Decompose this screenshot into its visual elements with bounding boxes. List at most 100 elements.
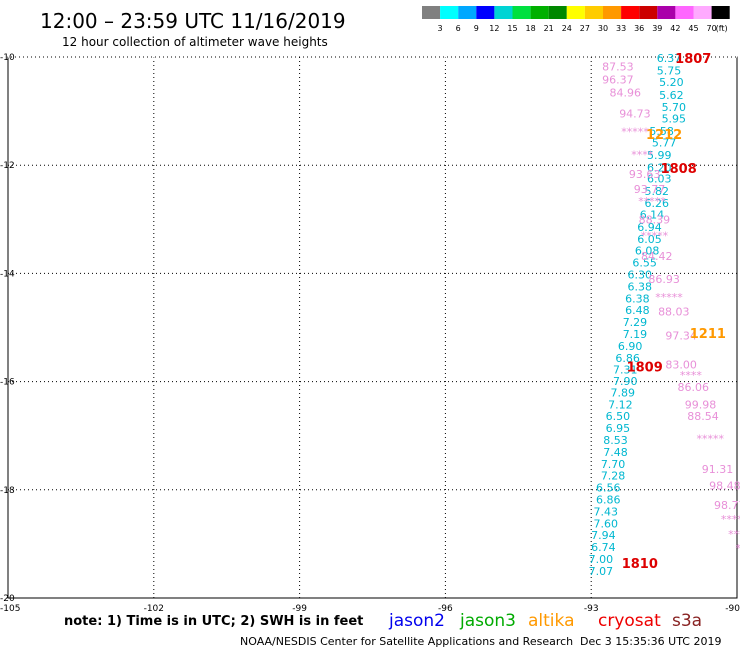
x-tick-label: -93 bbox=[584, 604, 599, 614]
color-scale-label: 45 bbox=[688, 24, 698, 33]
data-point-s3a: 86.93 bbox=[648, 273, 680, 286]
data-point-jason2: 5.75 bbox=[657, 65, 682, 78]
data-point-s3a: ***** bbox=[728, 528, 740, 541]
data-point-s3a: 84.42 bbox=[641, 250, 673, 263]
color-scale-label: 30 bbox=[598, 24, 608, 33]
data-point-s3a: 86.06 bbox=[678, 381, 710, 394]
data-point-s3a: 91.31 bbox=[702, 463, 734, 476]
color-scale-label: 3 bbox=[438, 24, 443, 33]
legend-jason2: jason2 bbox=[388, 611, 445, 631]
data-point-s3a: 96.37 bbox=[602, 74, 634, 87]
data-point-s3a: ***** bbox=[621, 126, 649, 139]
data-point-jason2: 6.14 bbox=[640, 208, 665, 221]
data-point-s3a: 88.03 bbox=[658, 305, 690, 318]
data-point-s3a: 99.98 bbox=[685, 398, 717, 411]
y-tick-label: -20 bbox=[0, 594, 15, 604]
data-point-s3a: 88.54 bbox=[687, 410, 719, 423]
data-point-jason2: 7.48 bbox=[603, 446, 628, 459]
y-tick-label: -12 bbox=[0, 161, 15, 171]
data-points: 6.375.755.205.625.705.955.585.775.996.20… bbox=[589, 52, 740, 578]
data-point-jason2: 5.70 bbox=[662, 101, 687, 114]
color-scale-label: 9 bbox=[474, 24, 479, 33]
legend-s3a: s3a bbox=[672, 611, 702, 631]
color-scale-swatch bbox=[693, 6, 712, 19]
color-scale-swatch bbox=[657, 6, 676, 19]
data-point-s3a: 83.00 bbox=[665, 358, 697, 371]
data-point-jason2: 5.95 bbox=[662, 113, 687, 126]
color-scale-swatch bbox=[458, 6, 477, 19]
x-tick-label: -102 bbox=[144, 604, 164, 614]
data-point-jason2: 7.07 bbox=[589, 565, 614, 578]
data-point-jason2: 7.31 bbox=[613, 364, 638, 377]
color-scale-swatch bbox=[603, 6, 622, 19]
legend-altika: altika bbox=[528, 611, 575, 631]
color-scale-label: 33 bbox=[616, 24, 626, 33]
data-point-s3a: ***** bbox=[641, 230, 669, 243]
color-scale-label: 6 bbox=[456, 24, 461, 33]
data-point-s3a: 94.73 bbox=[619, 107, 651, 120]
data-point-jason2: 5.62 bbox=[659, 89, 684, 102]
color-scale-label: 70 bbox=[707, 24, 717, 33]
data-point-jason2: 5.82 bbox=[645, 185, 670, 198]
pass-time-label: 1211 bbox=[690, 327, 726, 342]
chart-title: 12:00 – 23:59 UTC 11/16/2019 bbox=[40, 9, 346, 33]
pass-time-label: 1810 bbox=[622, 557, 658, 572]
data-point-jason2: 6.03 bbox=[647, 173, 672, 186]
data-point-jason2: 7.19 bbox=[623, 328, 648, 341]
data-point-jason2: 6.50 bbox=[606, 410, 631, 423]
data-point-jason2: 8.53 bbox=[603, 434, 628, 447]
color-scale: 3 6 9 12 15 18 21 24 27 30 33 36 39 42 45 70(ft) bbox=[422, 6, 730, 33]
data-point-jason2: 6.56 bbox=[596, 482, 621, 495]
data-point-s3a: 84.96 bbox=[609, 87, 641, 100]
data-point-jason2: 7.90 bbox=[613, 375, 638, 388]
color-scale-label: 39 bbox=[652, 24, 662, 33]
data-point-jason2: 7.29 bbox=[623, 316, 648, 329]
data-point-s3a: ***** bbox=[638, 195, 666, 208]
color-scale-swatch bbox=[639, 6, 658, 19]
axis-ticks: -105 -102 -99 -96 -93 -90 -10 -12 -14 -16 -18 -20 bbox=[0, 53, 740, 614]
data-point-jason2: 7.70 bbox=[601, 458, 626, 471]
data-point-jason2: 6.86 bbox=[596, 494, 621, 507]
color-scale-label: 42 bbox=[670, 24, 680, 33]
y-tick-label: -14 bbox=[0, 269, 15, 279]
color-scale-swatch bbox=[675, 6, 694, 19]
data-point-s3a: 98.77 bbox=[714, 499, 740, 512]
data-point-s3a: ***** bbox=[655, 291, 683, 304]
data-point-jason2: 7.12 bbox=[608, 398, 633, 411]
y-tick-label: -16 bbox=[0, 378, 15, 388]
color-scale-label: 15 bbox=[507, 24, 517, 33]
color-scale-swatch bbox=[621, 6, 640, 19]
legend-cryosat: cryosat bbox=[598, 611, 661, 631]
color-scale-label: 27 bbox=[580, 24, 590, 33]
legend-jason3: jason3 bbox=[459, 611, 516, 631]
color-scale-swatch bbox=[566, 6, 585, 19]
data-point-jason2: 7.89 bbox=[611, 386, 636, 399]
pass-time-label: 1808 bbox=[661, 162, 697, 177]
data-point-jason2: 6.30 bbox=[628, 268, 653, 281]
color-scale-swatch bbox=[422, 6, 441, 19]
x-tick-label: -105 bbox=[0, 604, 20, 614]
data-point-jason2: 6.48 bbox=[625, 304, 650, 317]
data-point-s3a: 98.48 bbox=[709, 479, 740, 492]
pass-time-label: 1809 bbox=[627, 360, 663, 375]
data-point-s3a: 87.53 bbox=[602, 61, 634, 74]
grid-lines bbox=[8, 56, 737, 598]
color-scale-swatch bbox=[476, 6, 495, 19]
data-point-jason2: 6.38 bbox=[628, 280, 653, 293]
color-scale-label: 12 bbox=[489, 24, 499, 33]
data-point-s3a: ***** bbox=[721, 513, 740, 526]
data-point-jason2: 6.20 bbox=[647, 161, 672, 174]
data-point-jason2: 5.99 bbox=[647, 149, 672, 162]
color-scale-swatch bbox=[494, 6, 513, 19]
data-point-jason2: 7.60 bbox=[594, 517, 619, 530]
data-point-jason2: 6.05 bbox=[637, 233, 662, 246]
color-scale-label: 18 bbox=[526, 24, 536, 33]
data-point-jason2: 7.28 bbox=[601, 470, 626, 483]
data-point-s3a: 93.77 bbox=[634, 183, 666, 196]
x-tick-label: -96 bbox=[438, 604, 453, 614]
data-point-jason2: 5.20 bbox=[659, 76, 684, 89]
color-scale-label: 24 bbox=[562, 24, 572, 33]
color-scale-swatch bbox=[530, 6, 549, 19]
y-tick-label: -10 bbox=[0, 53, 15, 63]
